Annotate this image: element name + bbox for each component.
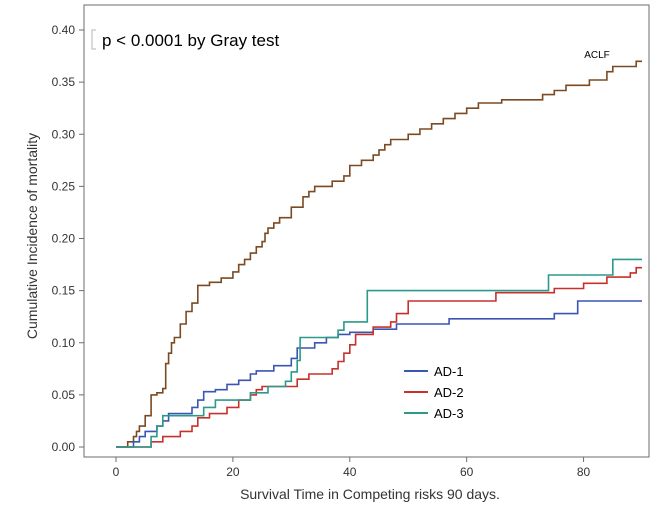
- annotation-text: p < 0.0001 by Gray test: [102, 31, 279, 50]
- annotation-bracket: [91, 29, 96, 50]
- legend: AD-1 AD-2 AD-3: [404, 364, 464, 421]
- y-tick-label: 0.20: [52, 232, 76, 246]
- y-tick-label: 0.25: [52, 179, 76, 193]
- y-tick-label: 0.40: [52, 23, 76, 37]
- legend-label: AD-2: [434, 385, 464, 400]
- x-tick-label: 60: [460, 465, 474, 479]
- y-tick-label: 0.15: [52, 284, 76, 298]
- x-tick-label: 20: [226, 465, 240, 479]
- legend-label: AD-1: [434, 364, 464, 379]
- x-axis: 0 20 40 60 80: [113, 457, 591, 479]
- series-line-ad-3: [116, 258, 642, 448]
- y-tick-label: 0.10: [52, 336, 76, 350]
- y-axis: 0.00 0.05 0.10 0.15 0.20 0.25 0.30 0.35 0.40: [52, 23, 84, 454]
- y-axis-label: Cumulative Incidence of mortality: [24, 133, 40, 339]
- series-layer: ACLF: [116, 50, 642, 448]
- x-tick-label: 80: [577, 465, 591, 479]
- y-tick-label: 0.05: [52, 388, 76, 402]
- x-axis-label: Survival Time in Competing risks 90 days…: [240, 486, 500, 502]
- x-tick-label: 40: [343, 465, 357, 479]
- series-line-aclf: [116, 60, 642, 448]
- series-line-ad-2: [116, 266, 642, 448]
- y-tick-label: 0.35: [52, 75, 76, 89]
- y-tick-label: 0.00: [52, 440, 76, 454]
- legend-label: AD-3: [434, 406, 464, 421]
- plot-frame: [83, 4, 650, 458]
- y-tick-label: 0.30: [52, 127, 76, 141]
- x-tick-label: 0: [113, 465, 120, 479]
- series-label-aclf: ACLF: [584, 50, 610, 61]
